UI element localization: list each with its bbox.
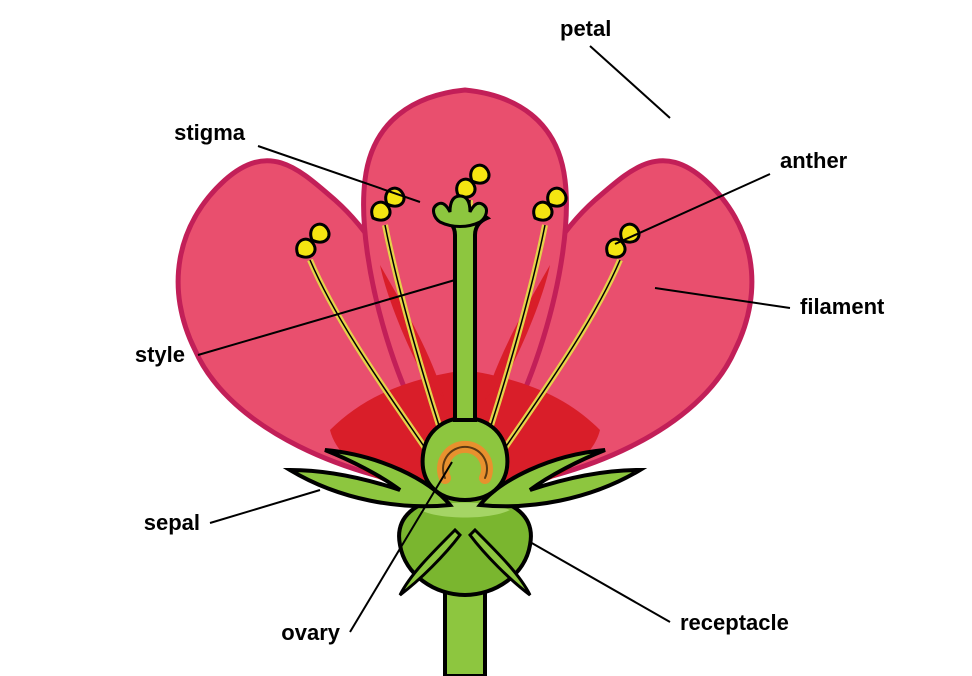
label-anther: anther [780,148,848,173]
label-sepal: sepal [144,510,200,535]
label-ovary: ovary [281,620,340,645]
ovary [423,418,508,500]
label-filament: filament [800,294,885,319]
label-receptacle: receptacle [680,610,789,635]
label-stigma: stigma [174,120,246,145]
flower-anatomy-diagram: petal stigma anther filament style sepal ovary… [0,0,972,676]
leader-receptacle [530,542,670,622]
label-petal: petal [560,16,611,41]
leader-sepal [210,490,320,523]
label-style: style [135,342,185,367]
leader-petal [590,46,670,118]
